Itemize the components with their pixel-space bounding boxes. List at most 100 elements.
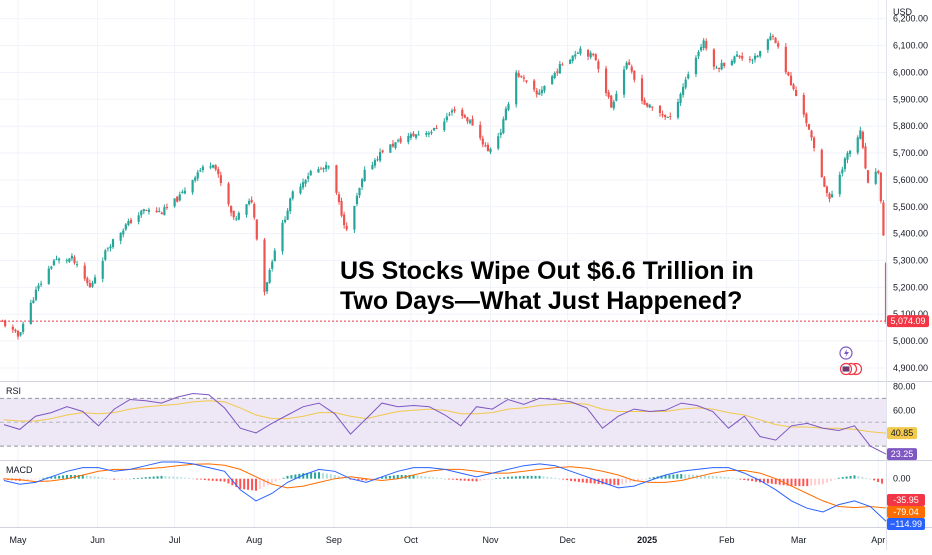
candle-body (784, 46, 787, 73)
macd-histogram-bar (692, 474, 695, 479)
candle-body (39, 283, 43, 285)
candle-body (489, 148, 492, 153)
candle-body (864, 146, 867, 169)
candle-body (830, 194, 834, 198)
price-tick-label: 5,300.00 (893, 255, 928, 265)
macd-histogram-bar (180, 477, 183, 479)
macd-histogram-bar (412, 474, 415, 479)
candle-body (122, 230, 125, 235)
price-tick-label: 6,100.00 (893, 41, 928, 51)
macd-histogram-bar (58, 475, 61, 479)
rsi-value-label: 23.25 (891, 449, 914, 459)
candle-body (848, 150, 852, 154)
candle-body (217, 169, 220, 175)
candle-body (802, 94, 805, 115)
candle-body (576, 52, 579, 54)
macd-histogram-bar (436, 477, 439, 479)
macd-histogram-bar (487, 478, 490, 480)
last-price-value: 5,074.09 (890, 316, 925, 326)
macd-histogram-bar (459, 478, 462, 481)
macd-histogram-bar (164, 476, 167, 479)
candle-body (730, 60, 734, 66)
macd-histogram-bar (384, 476, 387, 479)
macd-histogram-bar (168, 476, 171, 479)
candle-body (22, 323, 25, 332)
rsi-tick-label: 80.00 (893, 381, 916, 391)
candle-body (553, 72, 556, 78)
candle-body (70, 255, 74, 259)
macd-histogram-bar (530, 475, 533, 479)
macd-histogram-bar (176, 476, 179, 479)
macd-axis[interactable]: 0.00 (893, 474, 911, 484)
macd-panel[interactable]: MACD 0.00 -35.95 -79.04 −114.99 (3, 461, 925, 530)
macd-histogram-bar (172, 476, 175, 479)
macd-value-tag (887, 494, 925, 506)
candle-body (687, 74, 690, 79)
macd-histogram-bar (825, 478, 828, 483)
macd-histogram-bar (644, 478, 647, 480)
candle-body (165, 206, 169, 208)
candle-body (717, 68, 721, 70)
candle-body (322, 167, 325, 170)
candle-body (265, 282, 269, 292)
candle-body (235, 218, 238, 220)
macd-histogram-bar (593, 478, 596, 484)
candle-body (129, 219, 133, 224)
candle-body (291, 191, 294, 199)
macd-histogram-bar (432, 477, 435, 479)
candle-body (432, 128, 436, 131)
macd-histogram-bar (199, 478, 202, 480)
candle-body (820, 149, 823, 178)
time-axis-label: May (9, 535, 27, 545)
candle-body (795, 90, 798, 97)
candle-body (363, 169, 366, 181)
candle-body (289, 198, 292, 212)
us-flag-icon (842, 366, 850, 372)
candle-body (463, 115, 466, 118)
candle-body (812, 137, 816, 149)
macd-histogram-bar (849, 475, 852, 479)
macd-histogram-bar (274, 478, 277, 482)
candle-body (201, 166, 204, 170)
candle-body (181, 191, 184, 193)
time-axis-label: Jun (90, 535, 105, 545)
candle-body (748, 58, 751, 60)
candle-body (738, 55, 741, 58)
macd-histogram-bar (625, 478, 628, 484)
macd-histogram-bar (585, 478, 588, 483)
time-axis[interactable]: May Jun Jul Aug Sep Oct Nov Dec 2025 Feb Mar Apr (9, 535, 885, 545)
macd-histogram-bar (743, 478, 746, 480)
headline-line-1: US Stocks Wipe Out $6.6 Trillion in (340, 257, 754, 285)
candle-body (574, 54, 577, 57)
candle-body (57, 258, 61, 261)
candle-body (774, 37, 777, 44)
macd-histogram-bar (475, 478, 478, 482)
rsi-value-tag (887, 427, 917, 440)
event-icons[interactable] (839, 346, 863, 376)
macd-histogram-bar (125, 478, 128, 480)
candle-body (263, 239, 266, 292)
rsi-tick-label: 60.00 (893, 405, 916, 415)
candle-body (394, 142, 397, 148)
candle-body (646, 103, 649, 107)
macd-histogram-bar (396, 474, 399, 479)
candle-body (846, 152, 849, 160)
price-tick-label: 6,200.00 (893, 14, 928, 24)
macd-histogram-bar (711, 475, 714, 479)
candle-body (145, 210, 148, 212)
candle-body (466, 117, 469, 122)
price-axis[interactable]: 6,200.00 6,100.00 6,000.00 5,900.00 5,800.00… (893, 14, 928, 373)
macd-histogram-bar (546, 476, 549, 479)
candle-body (504, 108, 508, 120)
macd-value-tag (887, 506, 925, 518)
macd-histogram-bar (566, 478, 569, 481)
rsi-title: RSI (6, 386, 21, 396)
candle-body (579, 48, 582, 54)
candle-body (199, 170, 202, 172)
macd-histogram-bar (345, 478, 348, 480)
candle-body (399, 138, 402, 143)
macd-histogram-bar (444, 478, 446, 480)
